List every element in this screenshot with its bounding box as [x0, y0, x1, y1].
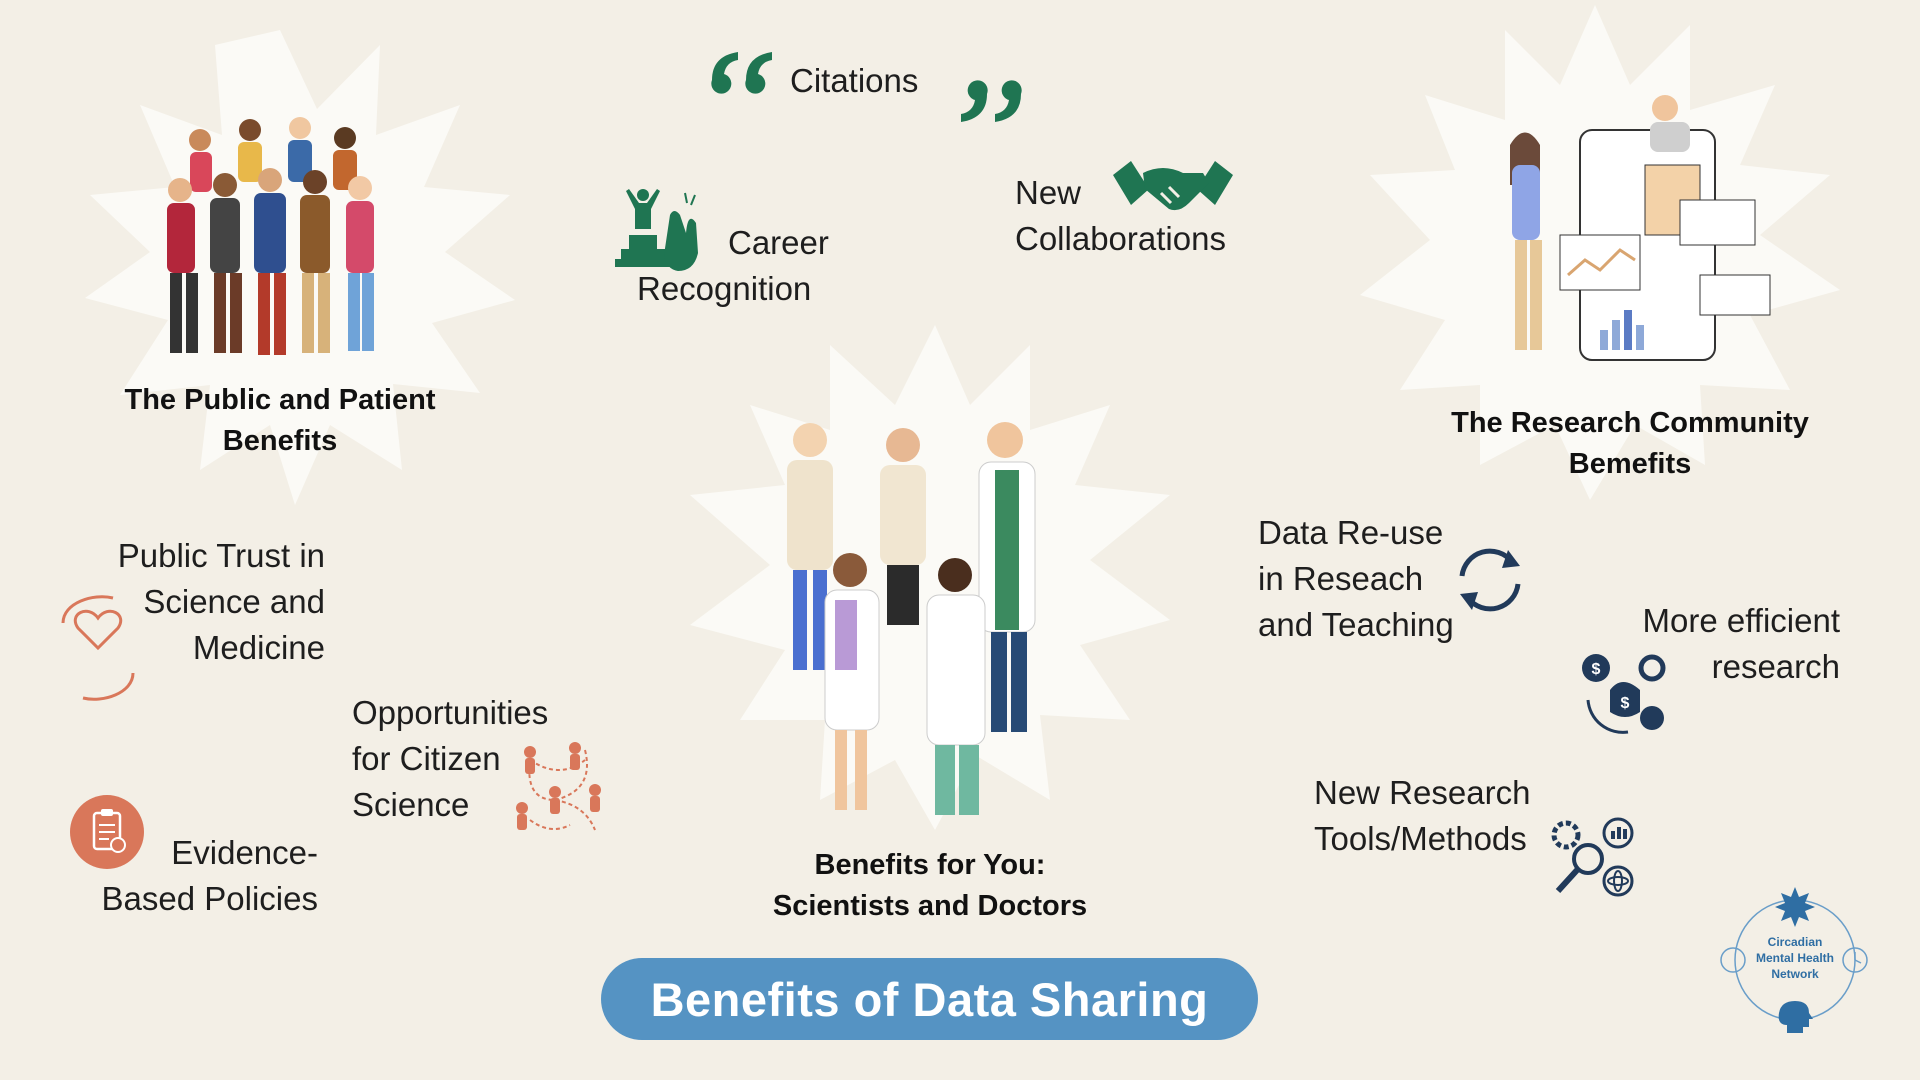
you-heading: Benefits for You: Scientists and Doctors [772, 849, 1088, 922]
public-burst [85, 30, 515, 505]
crowd-of-people-illustration [167, 117, 374, 355]
evidence-policies-label: Evidence- Based Policies [101, 834, 318, 917]
refresh-arrows-icon [1459, 548, 1521, 612]
researchers-dashboard-illustration [1510, 95, 1771, 361]
collaborations-label: New Collaborations [1015, 174, 1226, 257]
public-heading: The Public and Patient Benefits [124, 384, 436, 457]
podium-applause-icon [615, 189, 698, 271]
caring-hands-heart-icon [61, 595, 135, 701]
page-title: Benefits of Data Sharing [650, 972, 1209, 1026]
svg-text:$: $ [1621, 695, 1630, 712]
handshake-icon [1113, 161, 1233, 211]
people-network-icon [516, 742, 601, 831]
public-trust-label: Public Trust in Science and Medicine [117, 537, 325, 666]
efficient-research-label: More efficient research [1642, 602, 1840, 685]
policy-clipboard-icon [70, 795, 144, 869]
logo-text: Circadian Mental Health Network [1755, 935, 1834, 981]
money-gear-clock-icon: $ $ [1582, 654, 1666, 734]
quote-marks-icon [711, 52, 772, 94]
quote-marks-close-icon [961, 80, 1022, 122]
career-recognition-label: Career Recognition [637, 224, 829, 307]
title-banner: Benefits of Data Sharing [601, 958, 1258, 1040]
network-logo [1720, 887, 1868, 1033]
citations-label: Citations [790, 62, 919, 99]
new-tools-label: New Research Tools/Methods [1314, 774, 1531, 857]
gears-magnifier-icon [1551, 817, 1634, 897]
research-heading: The Research Community Bemefits [1451, 407, 1809, 480]
scientists-and-doctors-illustration [787, 422, 1036, 815]
data-reuse-label: Data Re-use in Reseach and Teaching [1258, 514, 1454, 643]
citizen-science-label: Opportunities for Citizen Science [352, 694, 549, 823]
svg-text:$: $ [1592, 661, 1601, 678]
